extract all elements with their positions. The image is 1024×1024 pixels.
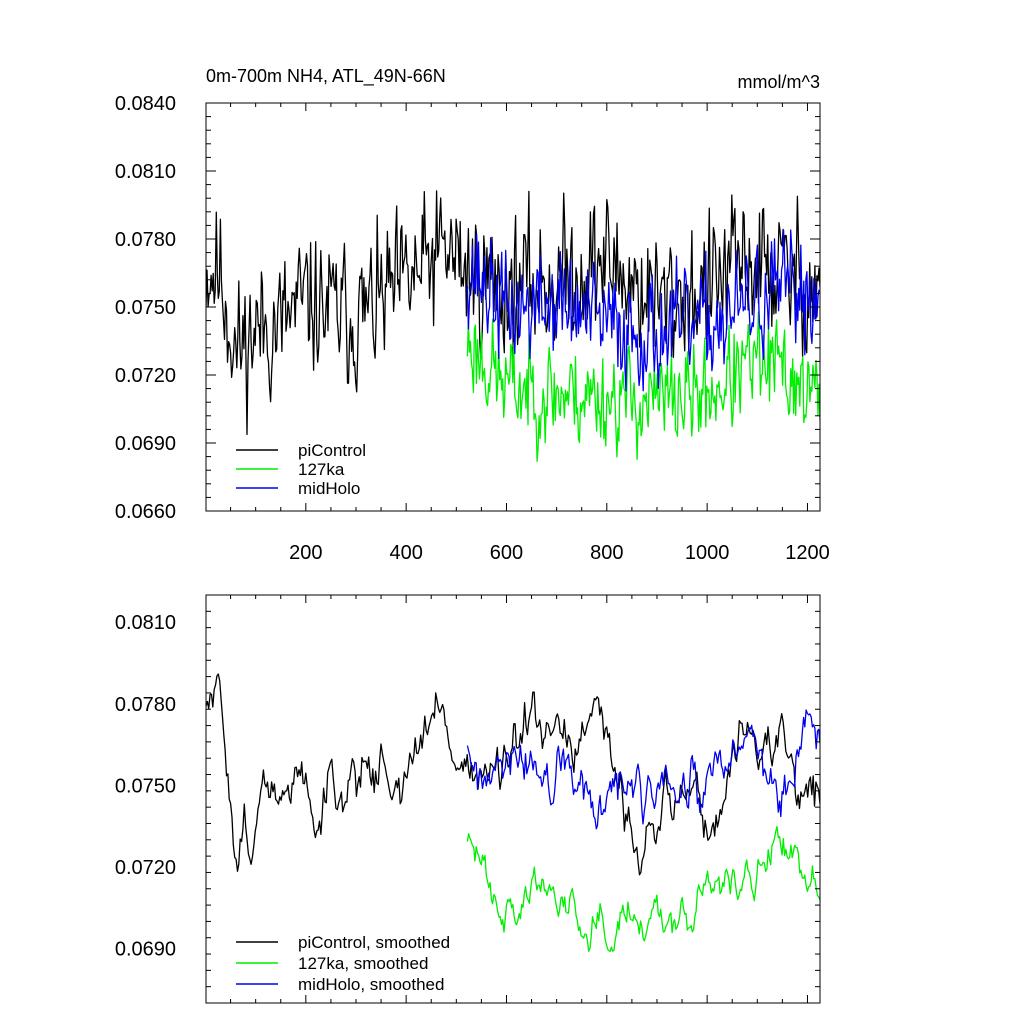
x-tick-label: 400: [389, 542, 422, 564]
y-tick-label: 0.0840: [115, 93, 176, 115]
legend-label-midholo-smoothed: midHolo, smoothed: [298, 975, 444, 994]
y-tick-label: 0.0810: [115, 161, 176, 183]
series-line-picontrol-smoothed: [206, 673, 820, 876]
y-tick-label: 0.0780: [115, 229, 176, 251]
legend-label-midholo: midHolo: [298, 479, 360, 498]
legend-label-127ka: 127ka: [298, 460, 345, 479]
x-tick-label: 600: [490, 542, 523, 564]
x-tick-label: 1200: [785, 542, 830, 564]
panel-bottom: 0.0690 0.0720 0.0750 0.0780 0.0810 piControl,…: [115, 594, 821, 1004]
x-tick-label: 1000: [685, 542, 730, 564]
y-tick-label: 0.0660: [115, 501, 176, 523]
panel-top: 200 400 600 800 1000 1200 0.0660 0.0690 0.0720 0.…: [115, 66, 830, 564]
x-tick-label: 800: [590, 542, 623, 564]
y-tick-label: 0.0690: [115, 939, 176, 961]
y-tick-label: 0.0720: [115, 365, 176, 387]
chart-title: 0m-700m NH4, ATL_49N-66N: [206, 66, 446, 87]
x-tick-label: 200: [289, 542, 322, 564]
y-tick-label: 0.0690: [115, 433, 176, 455]
legend-label-picontrol: piControl: [298, 441, 366, 460]
series-line-127ka: [466, 311, 820, 462]
units-label: mmol/m^3: [738, 72, 820, 92]
y-tick-label: 0.0810: [115, 612, 176, 634]
plot-frame: [205, 594, 821, 1004]
series-line-midholo-smoothed: [466, 709, 820, 830]
y-tick-label: 0.0780: [115, 694, 176, 716]
y-tick-label: 0.0750: [115, 775, 176, 797]
legend-label-picontrol-smoothed: piControl, smoothed: [298, 933, 450, 952]
series-line-127ka-smoothed: [466, 825, 820, 952]
legend-label-127ka-smoothed: 127ka, smoothed: [298, 954, 428, 973]
series-line-midholo: [466, 229, 820, 392]
legend: piControl, smoothed 127ka, smoothed midHol…: [236, 933, 450, 994]
y-tick-label: 0.0750: [115, 297, 176, 319]
y-tick-label: 0.0720: [115, 857, 176, 879]
